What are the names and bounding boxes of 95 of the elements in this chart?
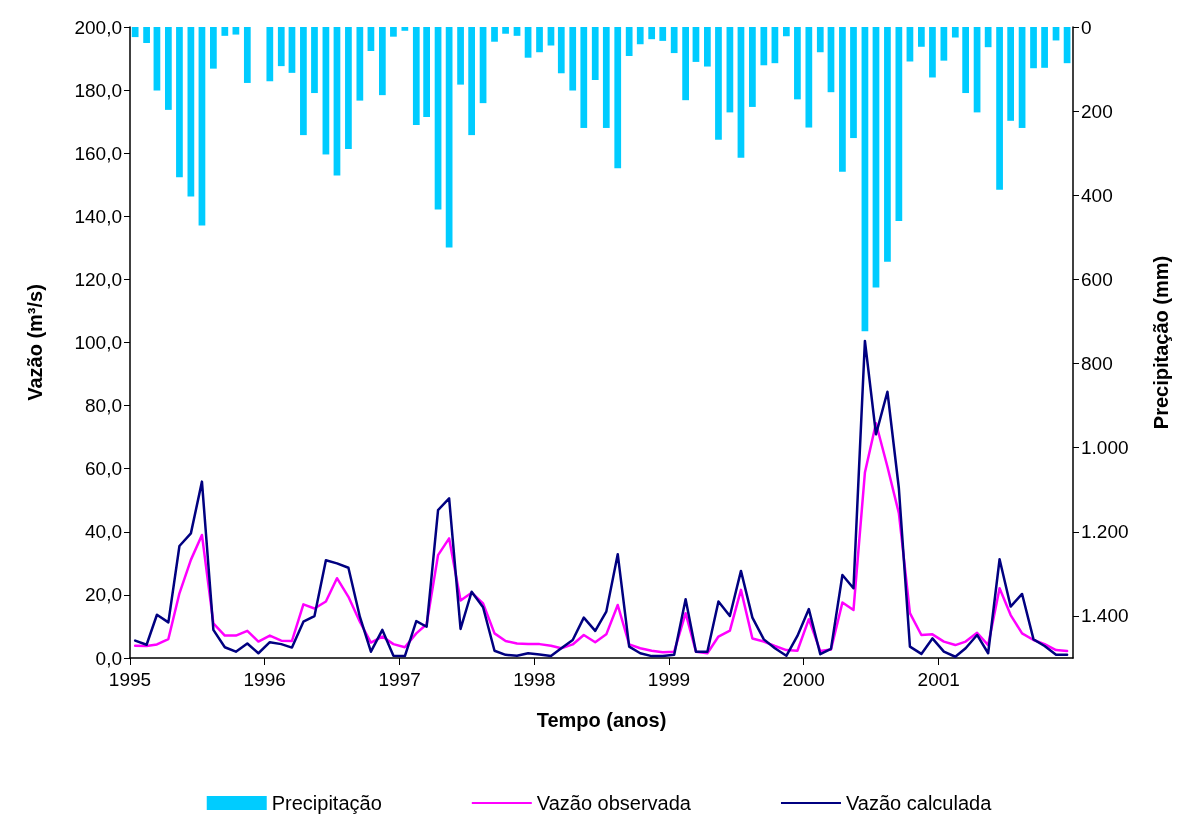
bar	[940, 27, 948, 61]
bar	[884, 27, 891, 262]
bar	[300, 27, 307, 136]
x-tick-label: 2000	[782, 669, 825, 690]
y2-tick-label: 200	[1081, 100, 1113, 122]
bar	[356, 27, 364, 101]
y-tick-label: 60,0	[85, 458, 122, 480]
bar	[682, 27, 689, 101]
bar	[468, 27, 475, 136]
legend-label: Vazão calculada	[845, 792, 993, 814]
bar	[221, 27, 229, 36]
x-axis-title: Tempo (anos)	[536, 709, 667, 731]
x-tick-label: 1998	[513, 669, 556, 690]
bar	[625, 27, 633, 57]
bar	[390, 27, 397, 37]
line-series	[133, 339, 1069, 658]
bar	[591, 27, 599, 80]
bar	[602, 27, 610, 128]
bar	[378, 27, 386, 96]
bar	[210, 27, 217, 69]
bar	[536, 27, 543, 53]
bar	[547, 27, 555, 46]
bar	[457, 27, 464, 85]
bar	[962, 27, 970, 94]
bar	[749, 27, 756, 107]
bar	[670, 27, 678, 54]
bar	[715, 27, 722, 140]
bar	[232, 27, 240, 35]
bar	[839, 27, 846, 172]
y-tick-label: 200,0	[74, 16, 122, 38]
x-tick-label: 1996	[243, 669, 286, 690]
bar	[918, 27, 925, 47]
bar	[513, 27, 521, 36]
bar	[648, 27, 656, 40]
bar	[636, 27, 644, 45]
y2-axis-title: Precipitação (mm)	[1150, 255, 1172, 430]
y-tick-label: 0,0	[95, 647, 122, 669]
bar	[143, 27, 150, 43]
y-tick-label: 100,0	[74, 332, 122, 353]
bar	[816, 27, 824, 53]
y-tick-label: 20,0	[85, 584, 122, 606]
bar	[524, 27, 532, 58]
legend-label: Vazão observada	[536, 792, 692, 814]
bar	[614, 27, 622, 169]
legend-label: Precipitação	[271, 792, 382, 814]
bar	[243, 27, 251, 83]
x-tick-label: 1999	[647, 669, 691, 690]
bar	[782, 27, 790, 37]
y2-tick-label: 1.000	[1081, 437, 1129, 459]
x-tick-label: 1997	[378, 669, 421, 690]
bar	[277, 27, 285, 67]
y2-tick-label: 1.200	[1081, 521, 1129, 543]
y-tick-label: 180,0	[74, 79, 122, 101]
bar	[131, 27, 139, 38]
y-tick-label: 80,0	[85, 395, 122, 417]
bar	[895, 27, 903, 221]
bar	[176, 27, 183, 178]
bar	[996, 27, 1003, 190]
bar	[345, 27, 352, 149]
bar	[984, 27, 992, 48]
bar	[557, 27, 565, 74]
bar	[794, 27, 801, 100]
bar	[951, 27, 959, 38]
x-tick-label: 1995	[108, 669, 152, 690]
y-axis-title: Vazão (m³/s)	[24, 284, 46, 401]
bar	[659, 27, 667, 41]
bar	[165, 27, 172, 110]
y2-tick-label: 1.400	[1081, 605, 1129, 627]
bar	[760, 27, 768, 66]
y-tick-label: 120,0	[74, 268, 122, 290]
bar	[929, 27, 936, 78]
x-tick-label: 2001	[917, 669, 960, 690]
y2-tick-label: 600	[1081, 268, 1113, 290]
y-tick-label: 40,0	[85, 521, 122, 543]
bar	[153, 27, 161, 91]
bar	[423, 27, 430, 118]
bar	[491, 27, 498, 42]
y2-tick-label: 0	[1081, 16, 1092, 38]
y2-tick-label: 800	[1081, 353, 1113, 375]
bar	[401, 27, 409, 31]
bar	[805, 27, 813, 128]
bar	[704, 27, 711, 67]
bar	[1030, 27, 1037, 69]
bar	[502, 27, 509, 34]
bar	[580, 27, 588, 128]
bar	[1007, 27, 1015, 121]
y-tick-label: 140,0	[74, 205, 122, 227]
bar	[1041, 27, 1048, 68]
y-tick-label: 160,0	[74, 142, 122, 164]
bar	[412, 27, 420, 126]
bar	[569, 27, 577, 91]
bar	[266, 27, 274, 82]
bar	[311, 27, 318, 94]
y2-tick-label: 400	[1081, 184, 1113, 206]
bar	[850, 27, 857, 139]
